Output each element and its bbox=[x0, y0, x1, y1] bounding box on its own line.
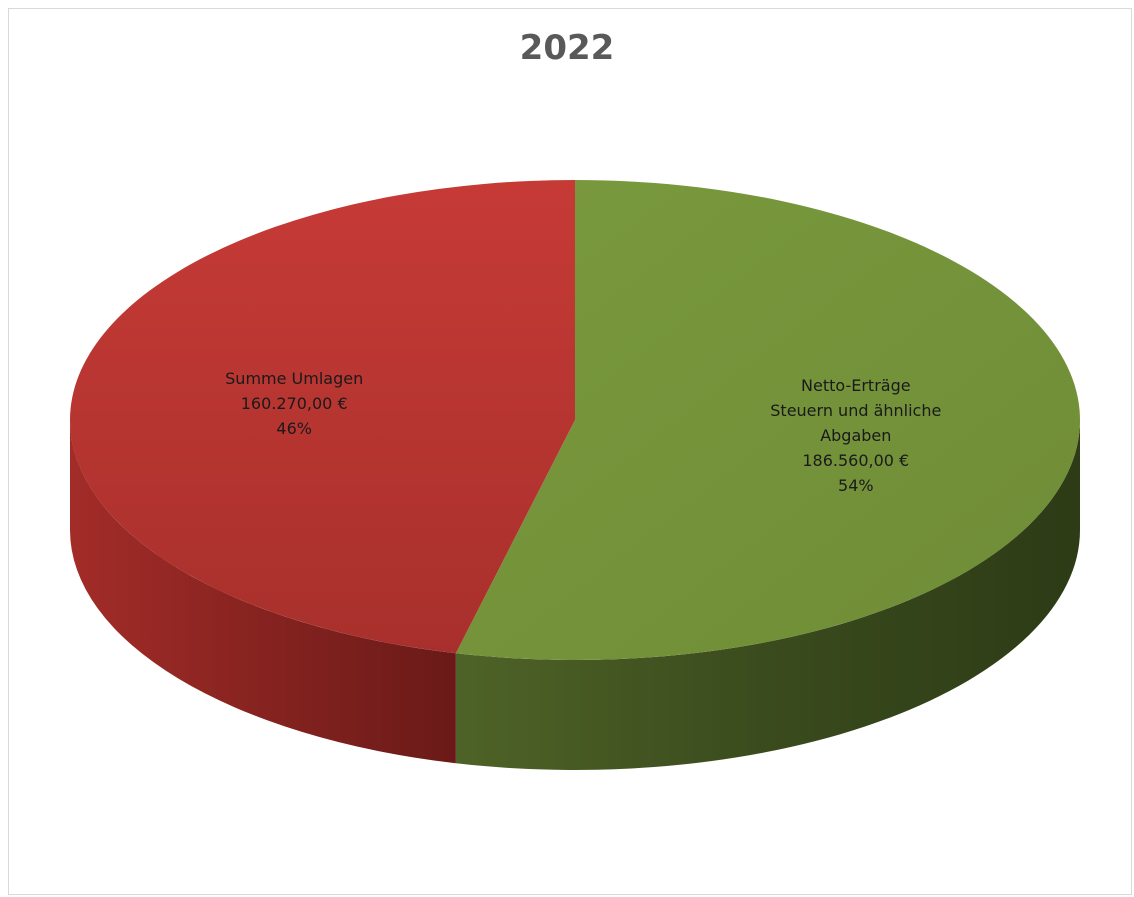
pie-slice-side-2 bbox=[70, 420, 456, 764]
pie-slice-label-line: 186.560,00 € bbox=[802, 451, 909, 470]
pie-slice-label-line: Netto-Erträge bbox=[801, 376, 911, 395]
pie-slice-label-line: Steuern und ähnliche bbox=[770, 401, 941, 420]
pie-slice-label-line: 54% bbox=[838, 476, 874, 495]
pie-side-layer bbox=[70, 420, 1080, 771]
pie-slice-label-line: Summe Umlagen bbox=[225, 369, 363, 388]
pie-slice-label-line: 46% bbox=[276, 419, 312, 438]
pie-slice-label-1: Netto-Erträge Steuern und ähnliche Abgaben… bbox=[770, 376, 941, 495]
pie-label-layer: Netto-Erträge Steuern und ähnliche Abgaben… bbox=[225, 369, 941, 495]
pie-slice-label-2: Summe Umlagen 160.270,00 € 46% bbox=[225, 369, 363, 438]
pie-slice-1[interactable] bbox=[455, 180, 1080, 660]
pie-slice-side-1 bbox=[455, 420, 1080, 771]
pie-slice-label-line: 160.270,00 € bbox=[241, 394, 348, 413]
pie-slice-label-line: Abgaben bbox=[820, 426, 891, 445]
chart-title: 2022 bbox=[519, 28, 615, 68]
pie-slice-2[interactable] bbox=[69, 180, 575, 654]
pie-top-layer bbox=[69, 180, 1080, 660]
